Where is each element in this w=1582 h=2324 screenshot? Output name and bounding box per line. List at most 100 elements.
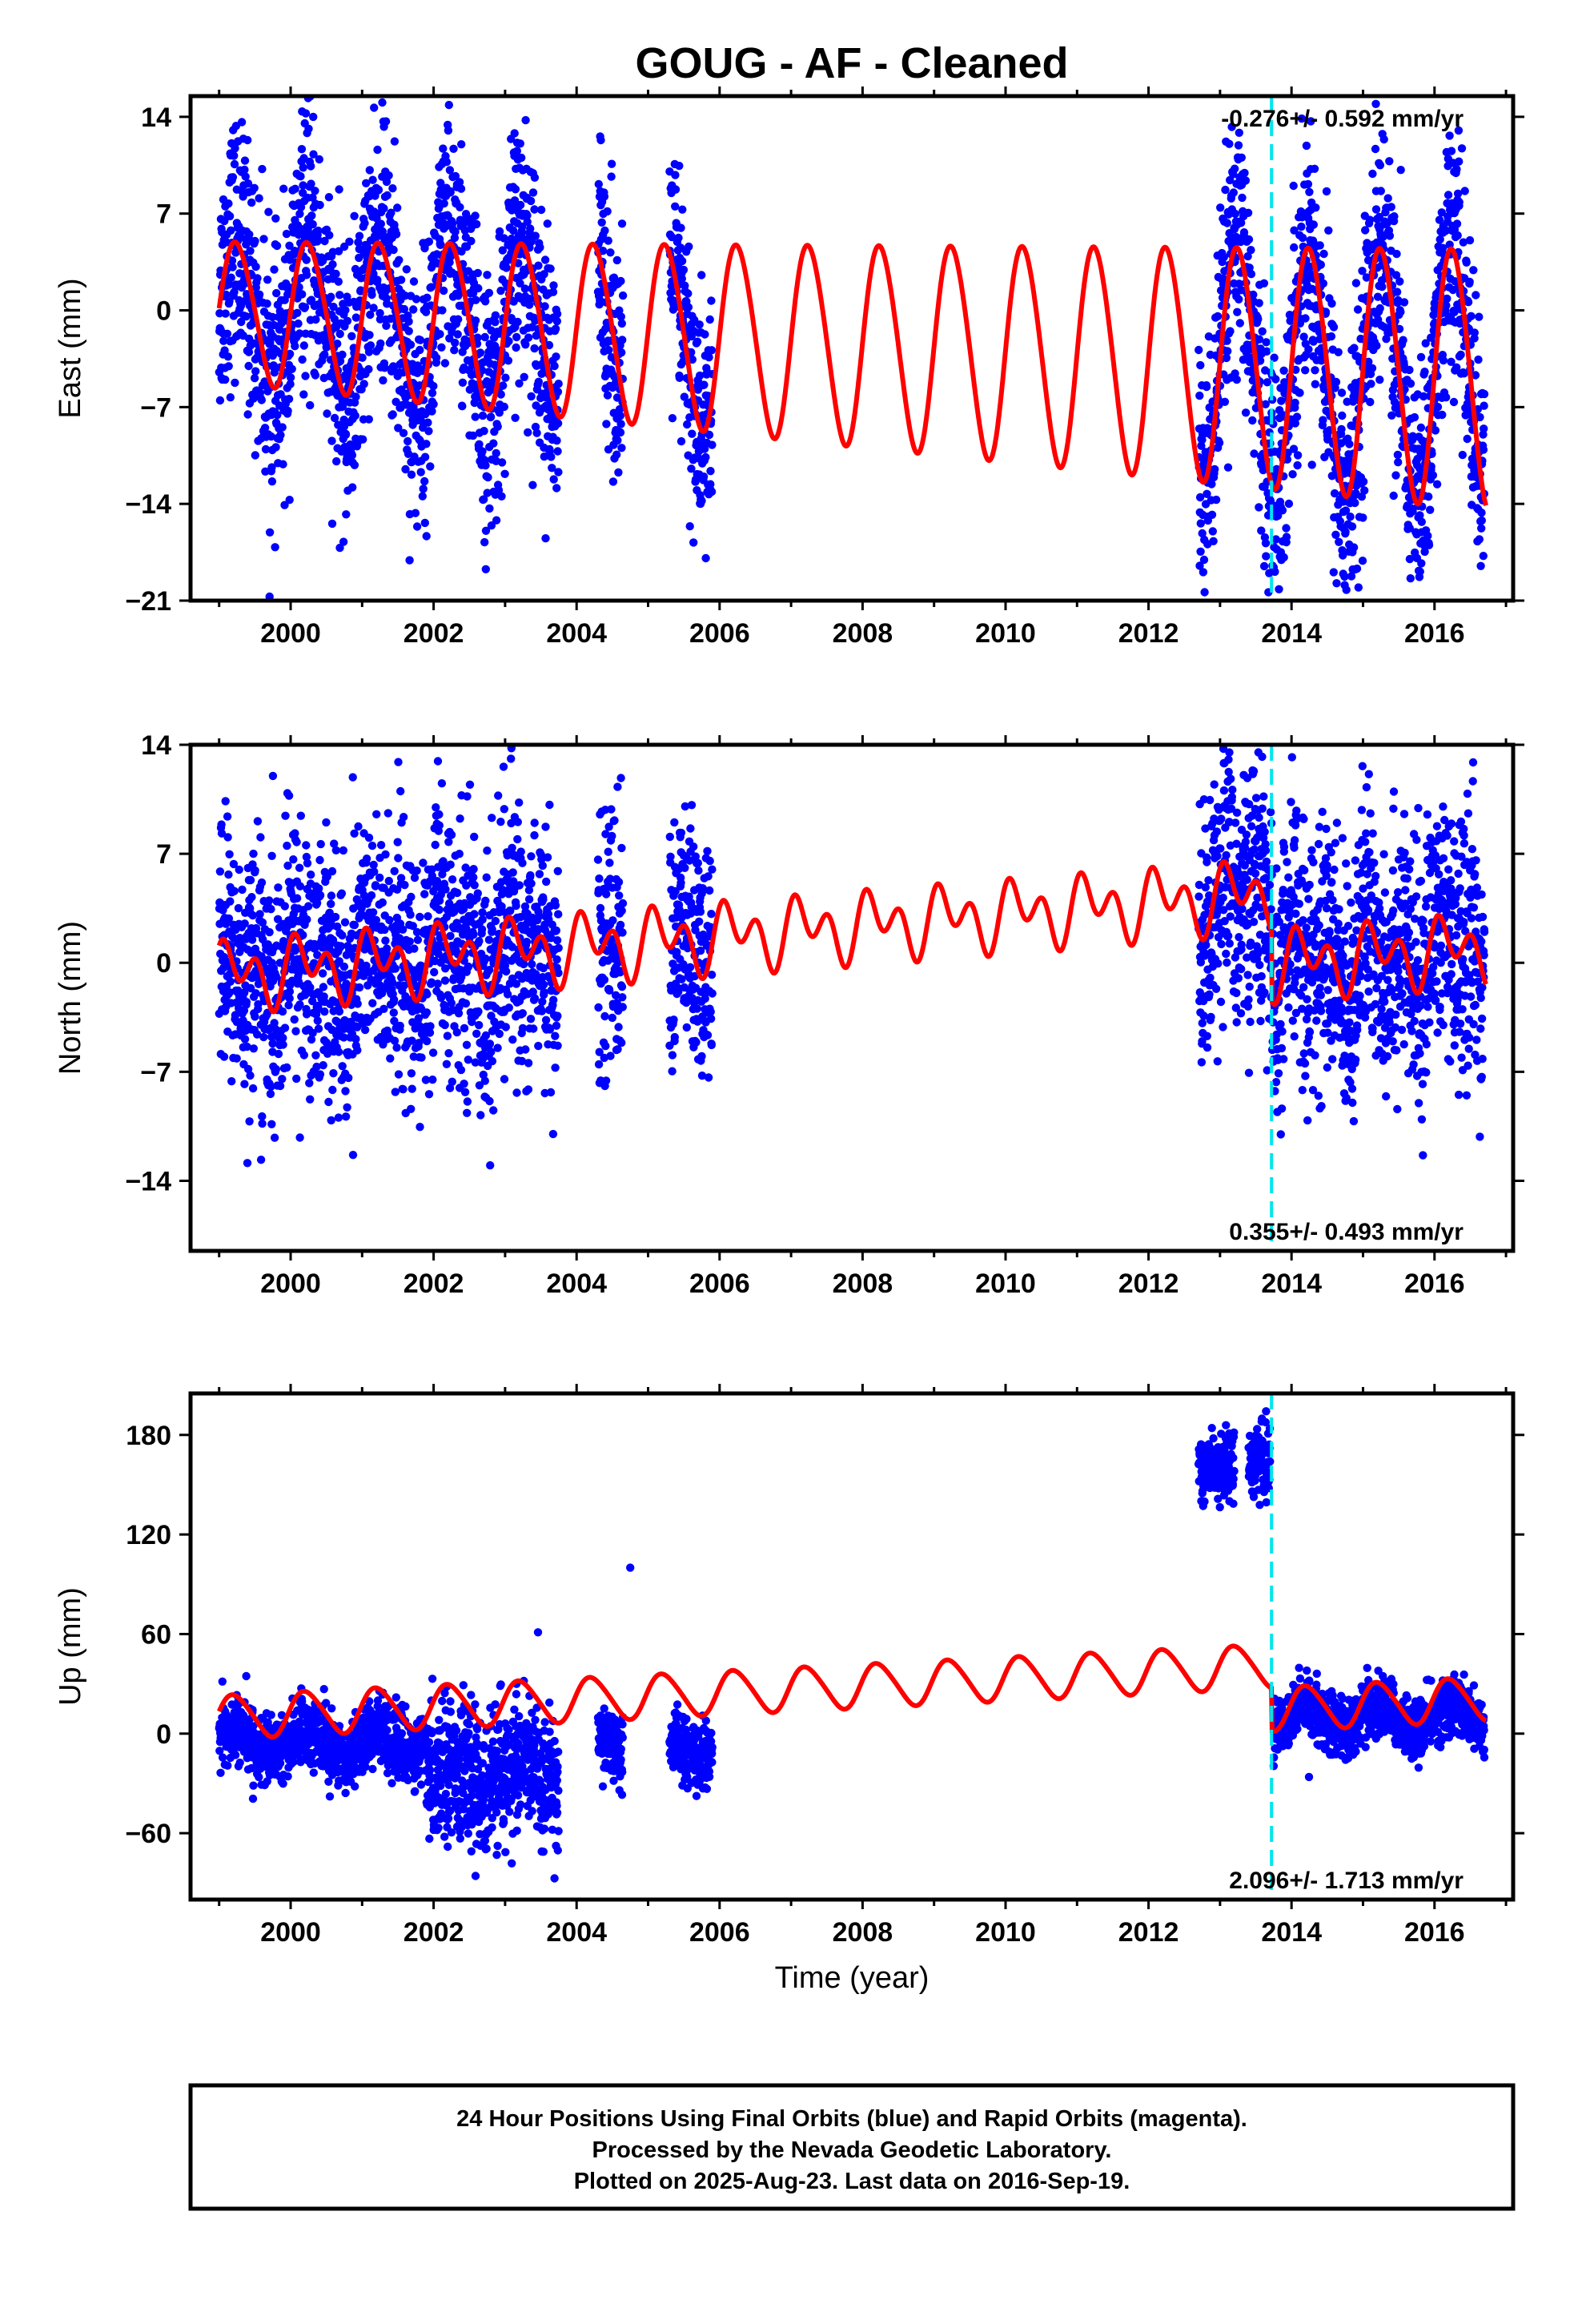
data-point bbox=[359, 435, 367, 444]
data-point bbox=[541, 534, 550, 543]
data-point bbox=[344, 1073, 353, 1083]
data-point bbox=[327, 436, 336, 445]
data-point bbox=[471, 412, 480, 421]
chart-title: GOUG - AF - Cleaned bbox=[635, 39, 1068, 87]
data-point bbox=[264, 207, 273, 216]
data-point bbox=[250, 374, 259, 383]
data-point bbox=[335, 957, 343, 966]
data-point bbox=[607, 172, 616, 181]
data-point bbox=[617, 348, 626, 357]
data-point bbox=[1195, 345, 1203, 355]
data-point bbox=[1327, 332, 1336, 341]
data-point bbox=[451, 227, 460, 236]
data-point bbox=[1209, 537, 1218, 545]
data-point bbox=[465, 780, 475, 789]
data-point bbox=[1453, 189, 1463, 198]
data-point bbox=[1244, 235, 1254, 244]
data-point bbox=[221, 375, 230, 384]
data-point bbox=[362, 854, 371, 863]
data-point bbox=[552, 484, 561, 493]
data-point bbox=[1207, 480, 1216, 489]
data-point bbox=[327, 899, 335, 909]
data-point bbox=[246, 1071, 255, 1080]
data-point bbox=[303, 915, 311, 924]
data-point bbox=[423, 293, 432, 302]
data-point bbox=[543, 219, 552, 228]
data-point bbox=[307, 179, 315, 188]
data-point bbox=[447, 999, 456, 1007]
data-point bbox=[315, 891, 325, 900]
data-point bbox=[351, 392, 360, 401]
data-point bbox=[1207, 510, 1217, 519]
data-point bbox=[243, 135, 252, 145]
data-point bbox=[513, 818, 522, 826]
data-point bbox=[244, 361, 253, 371]
data-point bbox=[1475, 312, 1484, 321]
data-point bbox=[688, 429, 697, 438]
data-point bbox=[412, 522, 422, 531]
data-point bbox=[1341, 506, 1351, 515]
data-point bbox=[328, 260, 337, 269]
data-point bbox=[380, 364, 389, 372]
data-point bbox=[685, 522, 694, 531]
data-point bbox=[222, 290, 231, 300]
data-point bbox=[1447, 147, 1456, 155]
data-point bbox=[251, 866, 259, 875]
data-point bbox=[480, 537, 489, 547]
data-point bbox=[437, 779, 447, 788]
data-point bbox=[268, 771, 278, 781]
data-point bbox=[231, 378, 239, 388]
data-point bbox=[261, 444, 271, 454]
data-point bbox=[284, 395, 294, 404]
data-point bbox=[1364, 357, 1373, 366]
data-point bbox=[1353, 305, 1363, 314]
data-point bbox=[225, 211, 235, 221]
data-point bbox=[1472, 291, 1480, 300]
data-point bbox=[1455, 157, 1464, 166]
data-point bbox=[464, 962, 473, 971]
data-point bbox=[227, 273, 235, 282]
data-point bbox=[315, 155, 323, 164]
data-point bbox=[402, 265, 411, 274]
data-point bbox=[1241, 408, 1251, 417]
data-point bbox=[330, 413, 339, 423]
data-point bbox=[534, 1041, 543, 1051]
data-point bbox=[547, 452, 556, 461]
data-point bbox=[1315, 241, 1324, 250]
data-point bbox=[404, 317, 413, 326]
data-point bbox=[1307, 117, 1315, 126]
data-point bbox=[339, 1033, 348, 1042]
data-point bbox=[285, 349, 295, 359]
data-point bbox=[1385, 157, 1394, 166]
data-point bbox=[391, 230, 401, 239]
data-point bbox=[1449, 397, 1459, 407]
data-point bbox=[554, 943, 563, 953]
data-point bbox=[1262, 338, 1271, 347]
data-point bbox=[1390, 212, 1399, 221]
data-point bbox=[255, 910, 264, 919]
data-point bbox=[549, 475, 558, 484]
data-point bbox=[480, 495, 488, 504]
data-point bbox=[1371, 144, 1380, 154]
data-point bbox=[530, 818, 539, 827]
data-point bbox=[512, 343, 520, 352]
data-point bbox=[501, 1023, 510, 1031]
data-point bbox=[515, 798, 524, 807]
data-point bbox=[493, 1043, 502, 1052]
data-point bbox=[492, 516, 501, 525]
data-point bbox=[605, 858, 614, 867]
data-point bbox=[1237, 153, 1247, 162]
data-point bbox=[551, 1063, 560, 1072]
data-point bbox=[352, 895, 361, 904]
data-point bbox=[271, 543, 279, 552]
data-point bbox=[385, 915, 394, 925]
data-point bbox=[1467, 312, 1476, 320]
data-point bbox=[1463, 434, 1472, 444]
data-point bbox=[251, 236, 259, 246]
data-point bbox=[593, 855, 603, 864]
data-point bbox=[269, 320, 279, 330]
data-point bbox=[1432, 480, 1442, 489]
data-point bbox=[362, 179, 371, 187]
data-point bbox=[375, 873, 384, 883]
data-point bbox=[372, 810, 381, 818]
